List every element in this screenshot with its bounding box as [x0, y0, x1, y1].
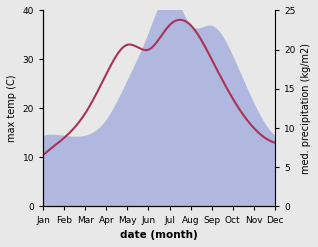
- X-axis label: date (month): date (month): [120, 230, 198, 240]
- Y-axis label: med. precipitation (kg/m2): med. precipitation (kg/m2): [301, 43, 311, 174]
- Y-axis label: max temp (C): max temp (C): [7, 75, 17, 142]
